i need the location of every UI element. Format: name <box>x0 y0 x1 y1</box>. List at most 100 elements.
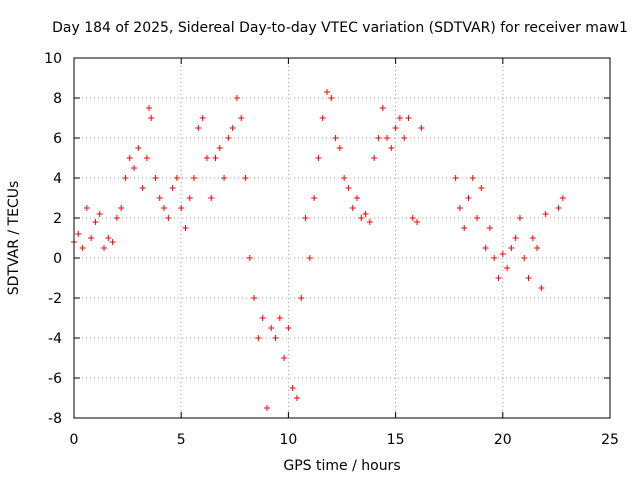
data-point <box>113 215 120 221</box>
data-point <box>302 215 309 221</box>
data-point <box>504 265 511 271</box>
chart-title: Day 184 of 2025, Sidereal Day-to-day VTE… <box>52 20 628 36</box>
data-point <box>152 175 159 181</box>
data-point <box>182 225 189 231</box>
data-point <box>478 185 485 191</box>
data-point <box>482 245 489 251</box>
data-point <box>131 165 138 171</box>
data-point <box>521 255 528 261</box>
data-point <box>465 195 472 201</box>
data-point <box>259 315 266 321</box>
data-point <box>221 175 228 181</box>
data-point <box>409 215 416 221</box>
x-tick-label: 25 <box>601 432 619 448</box>
data-point <box>298 295 305 301</box>
data-point <box>392 125 399 131</box>
data-point <box>499 251 506 257</box>
y-tick-label: 4 <box>53 171 62 187</box>
data-point <box>555 205 562 211</box>
data-point <box>276 315 283 321</box>
data-point <box>208 195 215 201</box>
data-point <box>349 205 356 211</box>
data-point <box>366 219 373 225</box>
data-point <box>139 185 146 191</box>
data-point <box>272 335 279 341</box>
data-point <box>379 105 386 111</box>
y-tick-label: 8 <box>53 91 62 107</box>
data-point <box>281 355 288 361</box>
data-point <box>341 175 348 181</box>
y-tick-label: -2 <box>48 291 62 307</box>
data-point <box>362 211 369 217</box>
plot-frame <box>73 57 611 419</box>
data-point <box>559 195 566 201</box>
data-point <box>88 235 95 241</box>
data-point <box>238 115 245 121</box>
data-point <box>319 115 326 121</box>
data-point <box>191 175 198 181</box>
data-point <box>486 225 493 231</box>
data-point <box>371 155 378 161</box>
data-point <box>358 215 365 221</box>
data-point <box>118 205 125 211</box>
data-point <box>135 145 142 151</box>
y-tick-label: -6 <box>48 371 62 387</box>
data-point <box>126 155 133 161</box>
y-tick-label: -4 <box>48 331 62 347</box>
y-tick-label: 6 <box>53 131 62 147</box>
data-point <box>195 125 202 131</box>
data-point <box>109 239 116 245</box>
y-tick-label: -8 <box>48 411 62 427</box>
data-point <box>216 145 223 151</box>
data-point <box>165 215 172 221</box>
data-point <box>75 231 82 237</box>
data-point <box>495 275 502 281</box>
data-point <box>529 235 536 241</box>
x-tick-label: 0 <box>70 432 79 448</box>
data-point <box>512 235 519 241</box>
data-point <box>405 115 412 121</box>
data-point <box>542 211 549 217</box>
y-axis-label: SDTVAR / TECUs <box>6 181 22 296</box>
data-point <box>199 115 206 121</box>
data-point <box>414 219 421 225</box>
data-point <box>92 219 99 225</box>
data-point <box>396 115 403 121</box>
data-point <box>332 135 339 141</box>
x-tick-label: 20 <box>494 432 512 448</box>
data-point <box>212 155 219 161</box>
data-point <box>79 245 86 251</box>
data-point <box>388 145 395 151</box>
data-point <box>289 385 296 391</box>
data-point <box>156 195 163 201</box>
y-tick-label: 0 <box>53 251 62 267</box>
data-point <box>186 195 193 201</box>
y-tick-label: 2 <box>53 211 62 227</box>
data-point <box>251 295 258 301</box>
data-point <box>178 205 185 211</box>
data-point <box>354 195 361 201</box>
data-point <box>293 395 300 401</box>
data-point <box>229 125 236 131</box>
data-point <box>285 325 292 331</box>
data-point <box>491 255 498 261</box>
data-point <box>246 255 253 261</box>
data-point <box>311 195 318 201</box>
data-point <box>96 211 103 217</box>
data-point <box>148 115 155 121</box>
x-tick-label: 5 <box>177 432 186 448</box>
data-point <box>336 145 343 151</box>
x-tick-label: 15 <box>387 432 405 448</box>
data-point <box>508 245 515 251</box>
data-point <box>345 185 352 191</box>
data-point <box>143 155 150 161</box>
data-point <box>516 215 523 221</box>
data-point <box>173 175 180 181</box>
data-point <box>242 175 249 181</box>
data-point <box>328 95 335 101</box>
data-point <box>146 105 153 111</box>
data-point <box>268 325 275 331</box>
data-point <box>538 285 545 291</box>
